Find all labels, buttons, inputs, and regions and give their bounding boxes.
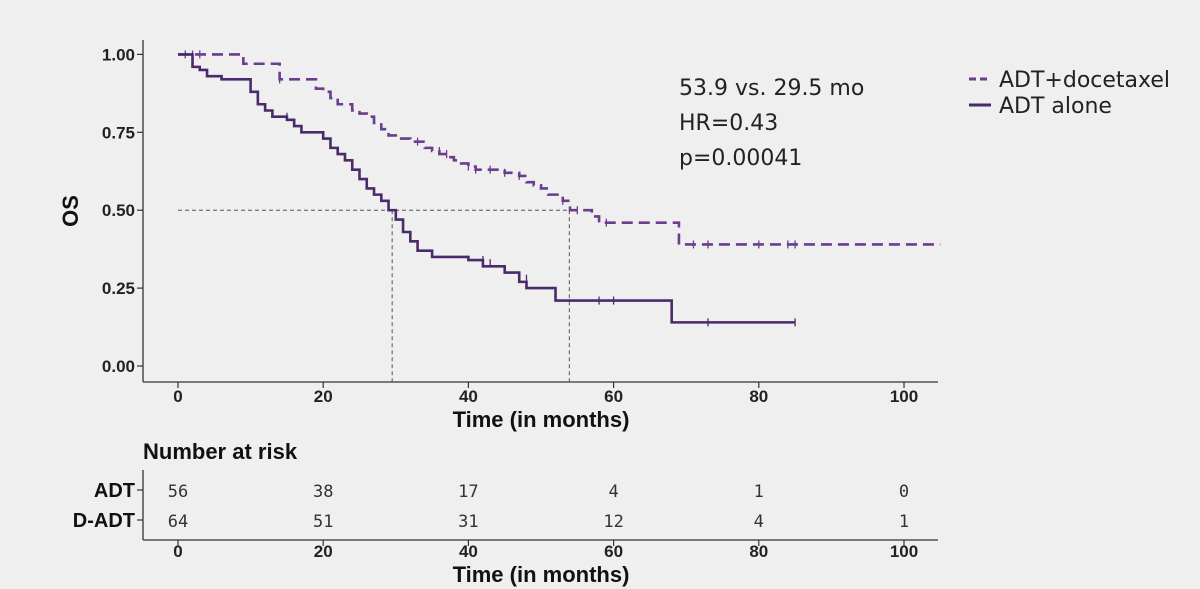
y-axis-title: OS (58, 195, 83, 227)
x-tick-label: 80 (749, 387, 768, 406)
legend-label: ADT+docetaxel (999, 68, 1170, 93)
risk-x-tick-label: 40 (459, 542, 478, 561)
risk-value: 17 (458, 482, 478, 502)
x-tick-label: 100 (890, 387, 918, 406)
risk-x-tick-label: 100 (890, 542, 918, 561)
y-tick-label: 0.25 (102, 279, 135, 298)
y-tick-label: 0.50 (102, 201, 135, 220)
risk-value: 0 (899, 482, 909, 502)
risk-x-axis-title: Time (in months) (453, 562, 630, 587)
risk-value: 1 (754, 482, 764, 502)
stats-annotation: HR=0.43 (679, 111, 778, 136)
x-axis-title: Time (in months) (453, 407, 630, 432)
risk-x-tick-label: 60 (604, 542, 623, 561)
risk-value: 4 (608, 482, 618, 502)
risk-row-label: D-ADT (73, 510, 135, 532)
stats-annotation: p=0.00041 (679, 146, 802, 171)
series-line (178, 53, 941, 246)
risk-value: 56 (168, 482, 188, 502)
stats-annotation: 53.9 vs. 29.5 mo (679, 76, 864, 101)
x-tick-label: 60 (604, 387, 623, 406)
risk-value: 51 (313, 512, 333, 532)
risk-value: 4 (754, 512, 764, 532)
series-line (178, 53, 796, 324)
risk-value: 64 (168, 512, 188, 532)
risk-table-title: Number at risk (143, 439, 298, 464)
risk-x-tick-label: 20 (314, 542, 333, 561)
y-tick-label: 0.00 (102, 357, 135, 376)
y-tick-label: 1.00 (102, 45, 135, 64)
risk-row-label: ADT (94, 480, 135, 502)
risk-x-tick-label: 0 (173, 542, 182, 561)
y-tick-label: 0.75 (102, 123, 135, 142)
legend-label: ADT alone (999, 94, 1112, 119)
risk-value: 31 (458, 512, 478, 532)
x-tick-label: 0 (173, 387, 182, 406)
risk-value: 1 (899, 512, 909, 532)
risk-value: 12 (603, 512, 623, 532)
risk-value: 38 (313, 482, 333, 502)
risk-x-tick-label: 80 (749, 542, 768, 561)
x-tick-label: 40 (459, 387, 478, 406)
x-tick-label: 20 (314, 387, 333, 406)
